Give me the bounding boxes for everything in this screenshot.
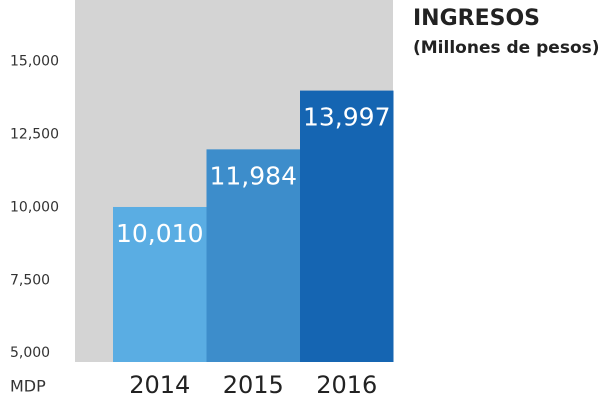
y-axis-label: MDP xyxy=(10,377,46,396)
y-tick-label: 7,500 xyxy=(10,272,50,288)
value-label: 10,010 xyxy=(116,219,203,248)
x-tick-label: 2016 xyxy=(316,371,377,399)
bar xyxy=(300,90,394,362)
y-tick-label: 5,000 xyxy=(10,345,50,361)
y-tick-label: 10,000 xyxy=(10,199,59,215)
y-tick-label: 15,000 xyxy=(10,53,59,69)
x-tick-label: 2014 xyxy=(129,371,190,399)
bar xyxy=(113,206,207,362)
chart-subtitle: (Millones de pesos) xyxy=(413,38,600,58)
x-tick-label: 2015 xyxy=(223,371,284,399)
bar xyxy=(206,149,300,362)
chart-title: INGRESOS xyxy=(413,6,540,31)
y-tick-label: 12,500 xyxy=(10,126,59,142)
value-label: 11,984 xyxy=(210,161,297,190)
value-label: 13,997 xyxy=(303,103,390,132)
